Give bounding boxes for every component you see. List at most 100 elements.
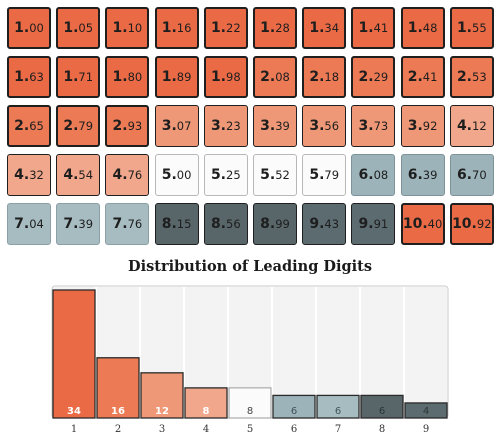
decimal-part: 80 <box>127 70 143 84</box>
number-cell: 10. 92 <box>449 203 494 245</box>
decimal-part: 65 <box>29 119 44 133</box>
x-tick-label: 4 <box>203 424 209 435</box>
number-cell: 2. 18 <box>302 56 347 98</box>
decimal-part: 07 <box>176 119 192 133</box>
column-background <box>405 287 447 417</box>
leading-part: 1. <box>63 69 79 85</box>
decimal-part: 43 <box>324 217 340 231</box>
leading-part: 7. <box>112 216 128 232</box>
bar-value-label: 16 <box>111 406 125 417</box>
leading-part: 8. <box>161 216 177 232</box>
leading-part: 3. <box>210 118 226 134</box>
chart-title: Distribution of Leading Digits <box>128 258 372 275</box>
decimal-part: 79 <box>78 119 94 133</box>
number-cell: 1. 63 <box>7 56 51 98</box>
decimal-part: 28 <box>275 21 290 35</box>
leading-part: 2. <box>309 69 325 85</box>
number-cell: 4. 32 <box>7 154 51 196</box>
decimal-part: 40 <box>427 217 443 231</box>
decimal-part: 23 <box>226 119 241 133</box>
leading-part: 9. <box>309 216 325 232</box>
number-cell: 8. 56 <box>203 203 248 245</box>
bar-value-label: 12 <box>155 406 169 417</box>
bar-digit-6 <box>272 394 316 419</box>
leading-part: 1. <box>309 20 325 36</box>
bar-value-label: 6 <box>335 406 341 417</box>
leading-part: 10. <box>452 216 477 232</box>
leading-part: 1. <box>112 69 128 85</box>
leading-part: 5. <box>260 167 276 183</box>
leading-part: 5. <box>210 167 226 183</box>
decimal-part: 18 <box>324 70 340 84</box>
decimal-part: 12 <box>472 119 487 133</box>
decimal-part: 73 <box>373 119 389 133</box>
leading-part: 1. <box>161 69 177 85</box>
decimal-part: 92 <box>476 217 492 231</box>
number-cell: 10. 40 <box>400 203 445 245</box>
number-cell: 3. 39 <box>253 105 297 147</box>
number-cell: 2. 53 <box>449 56 494 98</box>
number-cell: 6. 70 <box>449 154 494 196</box>
decimal-part: 34 <box>324 21 340 35</box>
leading-part: 3. <box>407 118 423 134</box>
number-cell: 4. 76 <box>105 154 150 196</box>
leading-part: 1. <box>14 69 30 85</box>
decimal-part: 32 <box>29 168 44 182</box>
decimal-part: 76 <box>127 168 143 182</box>
leading-part: 1. <box>14 20 30 36</box>
number-cell: 3. 23 <box>203 105 248 147</box>
decimal-part: 63 <box>29 70 44 84</box>
decimal-part: 71 <box>78 70 94 84</box>
decimal-part: 41 <box>373 21 389 35</box>
leading-part: 10. <box>402 216 428 232</box>
number-cell: 3. 92 <box>400 105 445 147</box>
number-grid: 1. 00 1. 05 1. 10 1. 16 1. 22 1. 28 1. 34 1. 41 1. 48 1. 55… <box>7 7 494 245</box>
number-cell: 1. 05 <box>56 7 101 49</box>
leading-part: 1. <box>456 20 472 36</box>
number-cell: 5. 52 <box>253 154 297 196</box>
decimal-part: 04 <box>29 217 44 231</box>
number-cell: 1. 34 <box>302 7 347 49</box>
number-cell: 3. 07 <box>154 105 199 147</box>
decimal-part: 22 <box>226 21 241 35</box>
number-cell: 2. 79 <box>56 105 101 147</box>
decimal-part: 00 <box>176 168 192 182</box>
leading-part: 2. <box>260 69 276 85</box>
number-cell: 1. 55 <box>449 7 494 49</box>
decimal-part: 56 <box>324 119 340 133</box>
decimal-part: 10 <box>127 21 143 35</box>
number-cell: 8. 99 <box>253 203 297 245</box>
number-cell: 1. 00 <box>7 7 51 49</box>
number-cell: 2. 29 <box>351 56 396 98</box>
leading-part: 8. <box>260 216 276 232</box>
leading-part: 9. <box>358 216 374 232</box>
x-tick-label: 8 <box>379 424 385 435</box>
decimal-part: 79 <box>324 168 340 182</box>
leading-part: 4. <box>63 167 79 183</box>
decimal-part: 39 <box>78 217 94 231</box>
number-cell: 4. 54 <box>56 154 101 196</box>
decimal-part: 98 <box>226 70 241 84</box>
decimal-part: 15 <box>176 217 192 231</box>
leading-part: 7. <box>63 216 79 232</box>
decimal-part: 54 <box>78 168 94 182</box>
x-tick-label: 9 <box>423 424 429 435</box>
bar-value-label: 34 <box>67 406 81 417</box>
leading-part: 2. <box>407 69 423 85</box>
number-cell: 2. 65 <box>7 105 51 147</box>
number-cell: 7. 76 <box>105 203 150 245</box>
bar-digit-9 <box>404 402 448 419</box>
decimal-part: 29 <box>373 70 389 84</box>
number-cell: 5. 25 <box>203 154 248 196</box>
bar-digit-7 <box>316 394 360 419</box>
leading-part: 3. <box>260 118 276 134</box>
leading-part: 2. <box>358 69 374 85</box>
number-cell: 1. 89 <box>154 56 199 98</box>
number-cell: 1. 10 <box>105 7 150 49</box>
decimal-part: 52 <box>275 168 290 182</box>
leading-part: 1. <box>161 20 177 36</box>
bar-digit-5 <box>228 387 272 419</box>
leading-part: 3. <box>309 118 325 134</box>
x-tick-label: 5 <box>247 424 253 435</box>
